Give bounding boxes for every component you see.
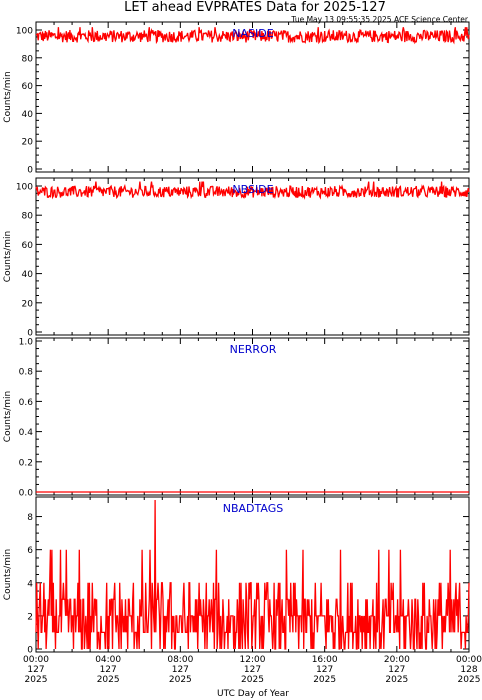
x-tick-label: 08:00: [167, 655, 193, 665]
x-tick-label: 128: [460, 665, 477, 675]
y-tick-label: 100: [16, 27, 33, 37]
panel-label: NERROR: [230, 343, 277, 356]
x-tick-label: 04:00: [95, 655, 121, 665]
panel-label: NBSIDE: [232, 183, 273, 196]
x-tick-label: 2025: [241, 675, 264, 685]
y-axis-label: Counts/min: [3, 71, 13, 122]
x-tick-label: 16:00: [312, 655, 338, 665]
y-tick-label: 80: [22, 54, 34, 64]
chart-timestamp: Tue May 13 09:55:35 2025 ACE Science Cen…: [290, 15, 469, 24]
x-tick-label: 2025: [458, 675, 481, 685]
y-tick-label: 100: [16, 183, 33, 193]
panel-frame: [35, 177, 470, 336]
y-tick-label: 0.6: [19, 398, 34, 408]
y-tick-label: 80: [22, 212, 34, 222]
x-tick-label: 127: [27, 665, 44, 675]
x-axis-tick-labels: 00:00127202504:00127202508:00127202512:0…: [23, 655, 482, 685]
x-tick-label: 127: [100, 665, 117, 675]
panel-label: NBADTAGS: [223, 502, 283, 515]
series-line-nbside: [35, 181, 470, 200]
x-tick-label: 127: [388, 665, 405, 675]
x-tick-label: 127: [172, 665, 189, 675]
panel-nbside: 0 20 40 60 80 100 Counts/min NBSIDE: [3, 177, 470, 339]
x-tick-label: 2025: [25, 675, 48, 685]
panel-frame: [35, 21, 470, 173]
y-tick-label: 0.0: [19, 489, 34, 499]
y-tick-label: 40: [22, 270, 34, 280]
panel-label: NASIDE: [232, 27, 273, 40]
panel-nerror: 0.0 0.2 0.4 0.6 0.8 1.0 Counts/min NERROR: [3, 337, 470, 499]
x-tick-label: 127: [244, 665, 261, 675]
chart-title: LET ahead EVPRATES Data for 2025-127: [124, 0, 386, 15]
y-tick-label: 2: [27, 612, 33, 622]
series-line-naside: [35, 27, 470, 45]
panel-naside: 0 20 40 60 80 100 Counts/min NASIDE: [3, 21, 470, 176]
x-axis-label: UTC Day of Year: [217, 689, 289, 699]
x-tick-label: 2025: [385, 675, 408, 685]
y-tick-label: 0.8: [19, 368, 34, 378]
x-tick-label: 00:00: [456, 655, 482, 665]
y-axis-label: Counts/min: [3, 549, 13, 600]
y-tick-label: 20: [22, 299, 34, 309]
y-tick-label: 60: [22, 82, 34, 92]
y-tick-label: 6: [27, 546, 33, 556]
x-tick-label: 20:00: [384, 655, 410, 665]
chart-panels: 020406080100Counts/minNASIDE020406080100…: [3, 21, 470, 656]
y-tick-label: 0: [27, 166, 33, 176]
panel-frame: [35, 337, 470, 496]
y-tick-label: 20: [22, 138, 34, 148]
x-tick-label: 2025: [313, 675, 336, 685]
x-tick-label: 2025: [169, 675, 192, 685]
panel-nbadtags: 0 2 4 6 8 Counts/min NBADTAGS: [3, 496, 470, 656]
y-tick-label: 8: [27, 513, 33, 523]
y-tick-label: 0: [27, 646, 33, 656]
y-tick-label: 1.0: [19, 338, 34, 348]
y-axis-label: Counts/min: [3, 391, 13, 442]
x-tick-label: 127: [316, 665, 333, 675]
y-tick-label: 0: [27, 329, 33, 339]
y-tick-label: 0.4: [19, 428, 34, 438]
y-tick-label: 60: [22, 241, 34, 251]
y-tick-label: 40: [22, 110, 34, 120]
y-tick-label: 0.2: [19, 458, 33, 468]
x-tick-label: 12:00: [240, 655, 266, 665]
y-axis-label: Counts/min: [3, 231, 13, 282]
series-line-nbadtags: [35, 499, 470, 650]
x-tick-label: 00:00: [23, 655, 49, 665]
x-tick-label: 2025: [97, 675, 120, 685]
y-tick-label: 4: [27, 579, 33, 589]
